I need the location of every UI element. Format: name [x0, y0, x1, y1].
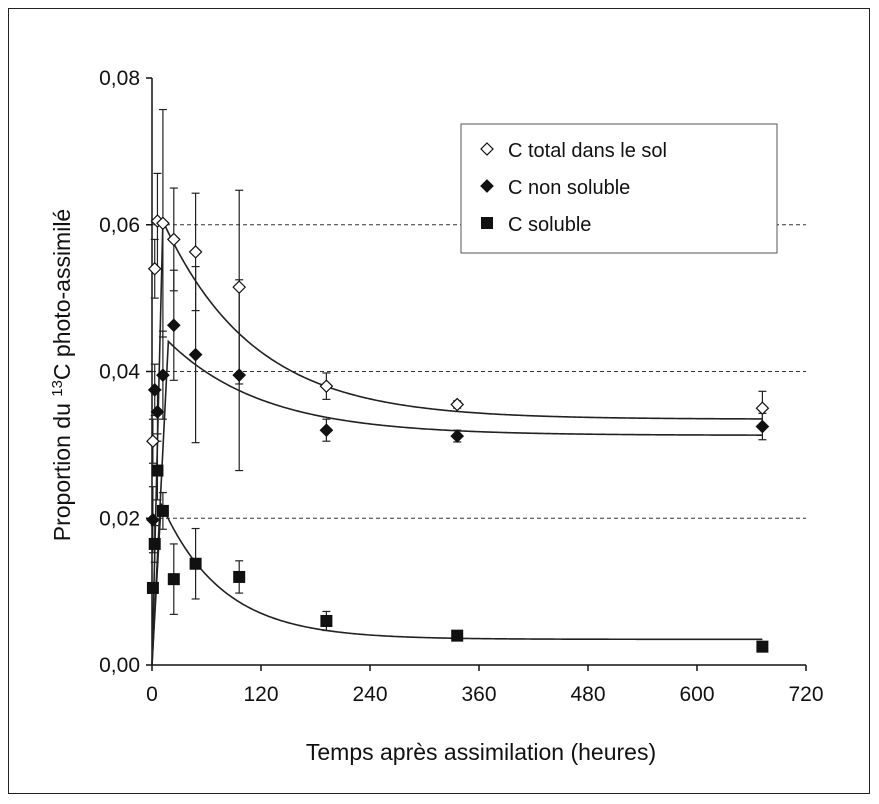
data-point-series-2	[320, 614, 333, 627]
data-point-series-2	[233, 570, 246, 583]
data-point-series-0	[319, 379, 334, 394]
legend-marker-0	[480, 142, 494, 156]
data-markers	[146, 214, 770, 653]
data-point-series-1	[232, 368, 247, 383]
data-point-series-1	[146, 512, 160, 527]
y-tick-label: 0,02	[99, 507, 140, 530]
data-point-series-2	[151, 464, 164, 477]
x-tick-label: 0	[146, 683, 158, 706]
fit-curves	[151, 220, 763, 666]
y-axis-title-prefix: Proportion du	[49, 397, 75, 541]
legend-label-1: C non soluble	[508, 177, 630, 199]
data-point-series-1	[450, 429, 465, 443]
y-axis-title: Proportion du 13C photo-assimilé	[49, 209, 76, 541]
data-point-series-2	[146, 581, 159, 594]
legend-box	[460, 123, 778, 254]
x-tick-label: 240	[352, 683, 387, 706]
gridlines	[152, 224, 806, 519]
data-point-series-0	[755, 401, 770, 416]
data-point-series-2	[756, 640, 769, 653]
y-tick-label: 0,04	[99, 361, 140, 384]
legend: C total dans le sol C non soluble C solubl…	[460, 123, 778, 254]
fit-curve-2	[151, 503, 763, 666]
fit-curve-1	[151, 339, 763, 666]
data-point-series-0	[147, 261, 162, 276]
legend-label-0: C total dans le sol	[508, 140, 667, 162]
x-tick-label: 720	[788, 683, 823, 706]
data-point-series-0	[166, 232, 181, 247]
data-point-series-2	[148, 537, 161, 550]
data-point-series-1	[166, 318, 181, 333]
data-point-series-0	[232, 280, 247, 294]
data-point-series-0	[450, 397, 465, 412]
data-point-series-1	[188, 347, 203, 362]
data-point-series-1	[319, 423, 334, 438]
data-point-series-1	[147, 382, 162, 397]
legend-marker-2	[481, 217, 493, 229]
legend-label-2: C soluble	[508, 214, 591, 236]
fit-curve-0	[151, 220, 763, 666]
x-tick-label: 480	[570, 683, 605, 706]
data-point-series-2	[167, 573, 180, 586]
data-point-series-1	[156, 368, 170, 383]
x-axis-title: Temps après assimilation (heures)	[306, 739, 656, 765]
x-tick-label: 600	[679, 683, 714, 706]
data-point-series-1	[755, 419, 770, 434]
axes	[146, 77, 807, 671]
y-tick-label: 0,00	[99, 654, 140, 677]
data-point-series-2	[189, 557, 202, 570]
y-tick-label: 0,08	[99, 67, 140, 90]
y-axis-title-superscript: 13	[49, 380, 66, 397]
data-point-series-0	[146, 434, 160, 449]
data-point-series-0	[156, 216, 170, 231]
data-point-series-1	[150, 405, 165, 419]
data-point-series-2	[156, 504, 169, 517]
x-tick-label: 360	[461, 683, 496, 706]
data-point-series-2	[451, 629, 464, 642]
x-tick-label: 120	[243, 683, 278, 706]
y-tick-label: 0,06	[99, 214, 140, 237]
tick-labels: 0,00 0,02 0,04 0,06 0,08 0 120 240 360 480 600 720	[99, 67, 823, 706]
legend-marker-1	[480, 179, 494, 193]
data-point-series-0	[188, 245, 203, 259]
y-axis-title-suffix: C photo-assimilé	[49, 209, 75, 380]
